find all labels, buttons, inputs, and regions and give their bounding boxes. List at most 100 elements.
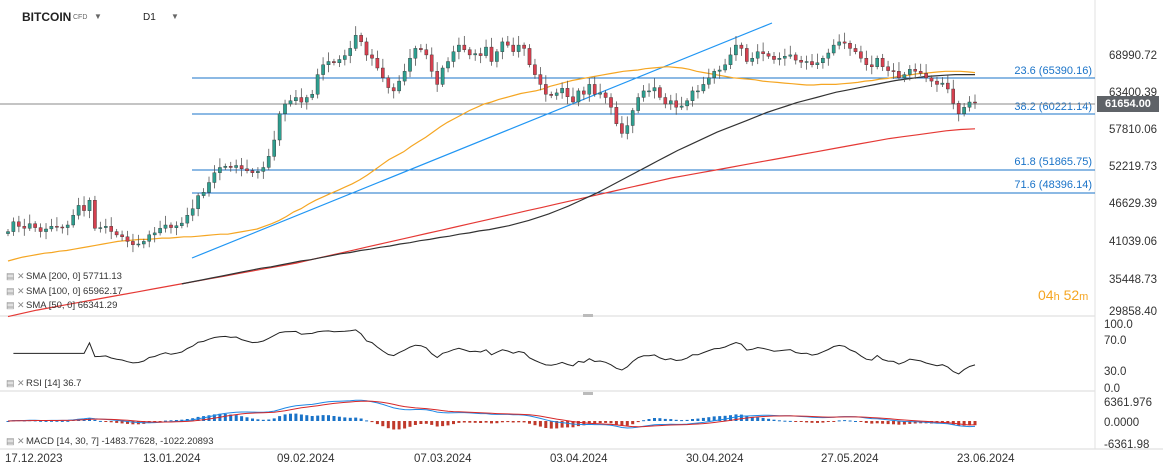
macd-histogram-bar	[576, 421, 580, 427]
symbol-dropdown-icon[interactable]: ▼	[94, 12, 102, 21]
pane-resize-handle-1[interactable]	[583, 314, 593, 317]
macd-histogram-bar	[756, 417, 760, 421]
candle-body	[603, 92, 608, 98]
legend-sma200[interactable]: ▤ ✕SMA [200, 0] 57711.13	[6, 271, 122, 282]
macd-histogram-bar	[359, 418, 363, 421]
macd-histogram-bar	[620, 421, 624, 426]
candle-body	[690, 90, 695, 101]
candle-body	[783, 56, 787, 59]
candle-body	[576, 90, 581, 103]
indicator-settings-icon[interactable]: ▤ ✕	[6, 271, 25, 281]
candle-body	[821, 58, 825, 64]
macd-histogram-bar	[587, 421, 591, 424]
macd-histogram-bar	[120, 421, 124, 424]
candle-body	[533, 64, 537, 75]
macd-histogram-bar	[810, 421, 814, 423]
legend-sma50-label: SMA [50, 0] 66341.29	[26, 300, 118, 311]
pane-resize-handle-2[interactable]	[583, 392, 593, 395]
macd-histogram-bar	[403, 421, 407, 429]
candle-body	[457, 44, 461, 52]
candle-body	[370, 54, 374, 59]
candle-body	[522, 44, 526, 49]
macd-histogram-bar	[327, 415, 330, 421]
macd-signal-line	[7, 400, 976, 428]
indicator-settings-icon[interactable]: ▤ ✕	[6, 286, 25, 296]
legend-sma100[interactable]: ▤ ✕SMA [100, 0] 65962.17	[6, 286, 123, 297]
candle-body	[484, 46, 488, 56]
candle-body	[799, 60, 803, 63]
timer-minutes: 52	[1063, 287, 1080, 303]
macd-histogram-bar	[484, 421, 488, 423]
candle-body	[859, 51, 863, 59]
macd-histogram-bar	[663, 418, 667, 421]
macd-histogram-bar	[104, 421, 108, 422]
price-tick: 52219.73	[1109, 161, 1157, 173]
candle-body	[223, 165, 228, 168]
macd-histogram-bar	[761, 417, 765, 421]
macd-histogram-bar	[185, 419, 189, 421]
macd-histogram-bar	[614, 421, 618, 425]
candle-body	[473, 53, 478, 56]
legend-sma200-label: SMA [200, 0] 57711.13	[26, 271, 122, 282]
candle-body	[348, 48, 353, 56]
macd-histogram-bar	[821, 421, 825, 423]
macd-histogram-bar	[696, 418, 700, 421]
macd-histogram-bar	[408, 421, 412, 427]
macd-histogram-bar	[316, 415, 320, 421]
candle-body	[440, 67, 445, 85]
candle-body	[256, 171, 260, 173]
candle-body	[250, 170, 255, 173]
indicator-settings-icon[interactable]: ▤ ✕	[6, 436, 25, 446]
candle-body	[908, 69, 912, 75]
macd-histogram-bar	[881, 421, 885, 424]
macd-line	[7, 399, 976, 429]
legend-macd[interactable]: ▤ ✕MACD [14, 30, 7] -1483.77628, -1022.2…	[6, 436, 214, 447]
instrument-type-label: CFD	[73, 14, 88, 21]
candle-body	[837, 41, 841, 46]
candle-body	[163, 224, 168, 229]
timeframe-label[interactable]: D1	[143, 12, 156, 23]
macd-tick: 6361.976	[1104, 397, 1152, 409]
candle-body	[929, 77, 934, 82]
macd-histogram-bar	[560, 421, 564, 428]
candle-body	[158, 228, 162, 234]
rsi-axis: 100.0 70.0 30.0 0.0	[1104, 319, 1133, 395]
candle-body	[261, 167, 266, 172]
date-tick: 30.04.2024	[686, 453, 744, 465]
symbol-label[interactable]: BITCOIN	[22, 10, 72, 24]
indicator-settings-icon[interactable]: ▤ ✕	[6, 378, 25, 388]
candle-body	[38, 227, 43, 232]
macd-histogram-bar	[60, 420, 64, 422]
trendline[interactable]	[191, 22, 773, 259]
candle-body	[82, 205, 86, 211]
date-tick: 27.05.2024	[821, 453, 879, 465]
fib-label-23.6: 23.6 (65390.16)	[1014, 65, 1092, 77]
macd-histogram-bar	[50, 420, 53, 422]
macd-histogram-bar	[6, 421, 10, 422]
candle-countdown: 04h 52m	[1038, 287, 1088, 303]
candle-body	[131, 241, 135, 245]
legend-sma50[interactable]: ▤ ✕SMA [50, 0] 66341.29	[6, 300, 117, 311]
candle-body	[701, 84, 706, 92]
candle-body	[495, 51, 499, 62]
macd-histogram-bar	[468, 421, 472, 423]
candle-body	[956, 103, 961, 115]
candle-body	[755, 51, 760, 59]
candle-body	[777, 58, 782, 60]
candle-body	[234, 165, 238, 168]
candle-body	[419, 48, 423, 50]
candle-body	[663, 97, 668, 105]
macd-histogram-bar	[598, 421, 602, 423]
macd-histogram-bar	[207, 415, 211, 421]
price-tick: 68990.72	[1109, 50, 1157, 62]
candle-body	[93, 199, 97, 229]
legend-rsi[interactable]: ▤ ✕RSI [14] 36.7	[6, 378, 81, 389]
timeframe-dropdown-icon[interactable]: ▼	[171, 12, 179, 21]
candle-body	[305, 97, 309, 103]
macd-histogram-bar	[957, 421, 961, 426]
candle-body	[294, 97, 298, 101]
indicator-settings-icon[interactable]: ▤ ✕	[6, 300, 25, 310]
macd-histogram-bar	[826, 421, 830, 422]
candle-body	[76, 205, 81, 216]
